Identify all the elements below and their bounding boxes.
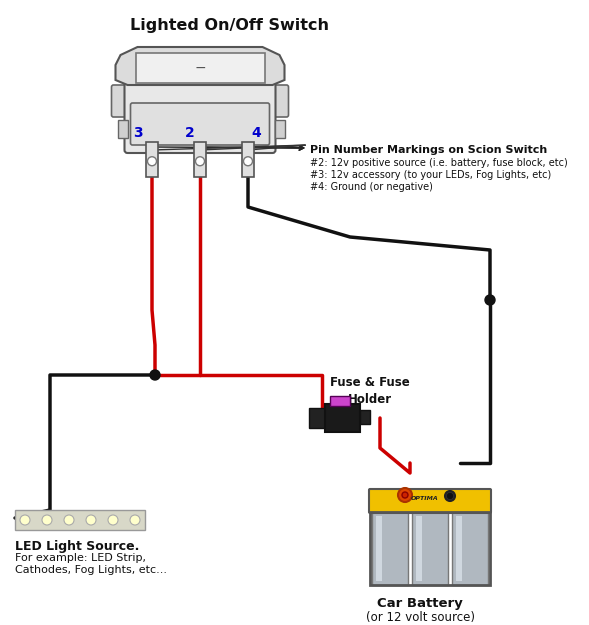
Text: #3: 12v accessory (to your LEDs, Fog Lights, etc): #3: 12v accessory (to your LEDs, Fog Lig… (310, 170, 551, 180)
Bar (146, 142, 158, 177)
Circle shape (243, 157, 253, 166)
Text: OPTIMA: OPTIMA (411, 496, 439, 501)
Text: #4: Ground (or negative): #4: Ground (or negative) (310, 182, 433, 192)
Bar (370, 512, 490, 585)
Text: 3: 3 (133, 126, 143, 140)
Circle shape (42, 515, 52, 525)
Text: Fuse & Fuse
Holder: Fuse & Fuse Holder (330, 376, 410, 406)
FancyBboxPatch shape (131, 103, 270, 145)
Text: 4: 4 (251, 126, 261, 140)
Text: Car Battery: Car Battery (377, 597, 463, 610)
Bar (412, 512, 448, 585)
FancyBboxPatch shape (273, 85, 289, 117)
Text: LED Light Source.: LED Light Source. (15, 540, 140, 553)
Text: Lighted On/Off Switch: Lighted On/Off Switch (131, 18, 329, 33)
Bar (330, 396, 350, 406)
Bar (456, 516, 462, 581)
Bar (372, 512, 408, 585)
Bar (376, 516, 382, 581)
Circle shape (64, 515, 74, 525)
Bar (416, 516, 422, 581)
Bar (360, 410, 370, 424)
Polygon shape (115, 47, 284, 85)
Circle shape (448, 494, 452, 499)
FancyBboxPatch shape (369, 489, 491, 513)
Bar (309, 408, 327, 428)
Bar (15, 510, 145, 530)
Bar (452, 512, 488, 585)
Text: −: − (194, 61, 206, 75)
Circle shape (130, 515, 140, 525)
FancyBboxPatch shape (111, 85, 127, 117)
Bar (135, 53, 264, 83)
FancyBboxPatch shape (124, 57, 276, 153)
Text: (or 12 volt source): (or 12 volt source) (366, 611, 475, 624)
Circle shape (485, 295, 495, 305)
Circle shape (86, 515, 96, 525)
Text: 2: 2 (185, 126, 195, 140)
Circle shape (147, 157, 157, 166)
Bar (325, 404, 360, 432)
Circle shape (196, 157, 204, 166)
Bar (194, 142, 206, 177)
Bar (274, 120, 284, 138)
Text: For example: LED Strip,
Cathodes, Fog Lights, etc...: For example: LED Strip, Cathodes, Fog Li… (15, 553, 167, 574)
Circle shape (445, 491, 455, 501)
Circle shape (402, 492, 408, 498)
Circle shape (20, 515, 30, 525)
Bar (117, 120, 127, 138)
Circle shape (398, 488, 412, 502)
Circle shape (150, 370, 160, 380)
Bar (242, 142, 254, 177)
Text: Pin Number Markings on Scion Switch: Pin Number Markings on Scion Switch (310, 145, 547, 155)
Circle shape (108, 515, 118, 525)
Text: #2: 12v positive source (i.e. battery, fuse block, etc): #2: 12v positive source (i.e. battery, f… (310, 158, 568, 168)
